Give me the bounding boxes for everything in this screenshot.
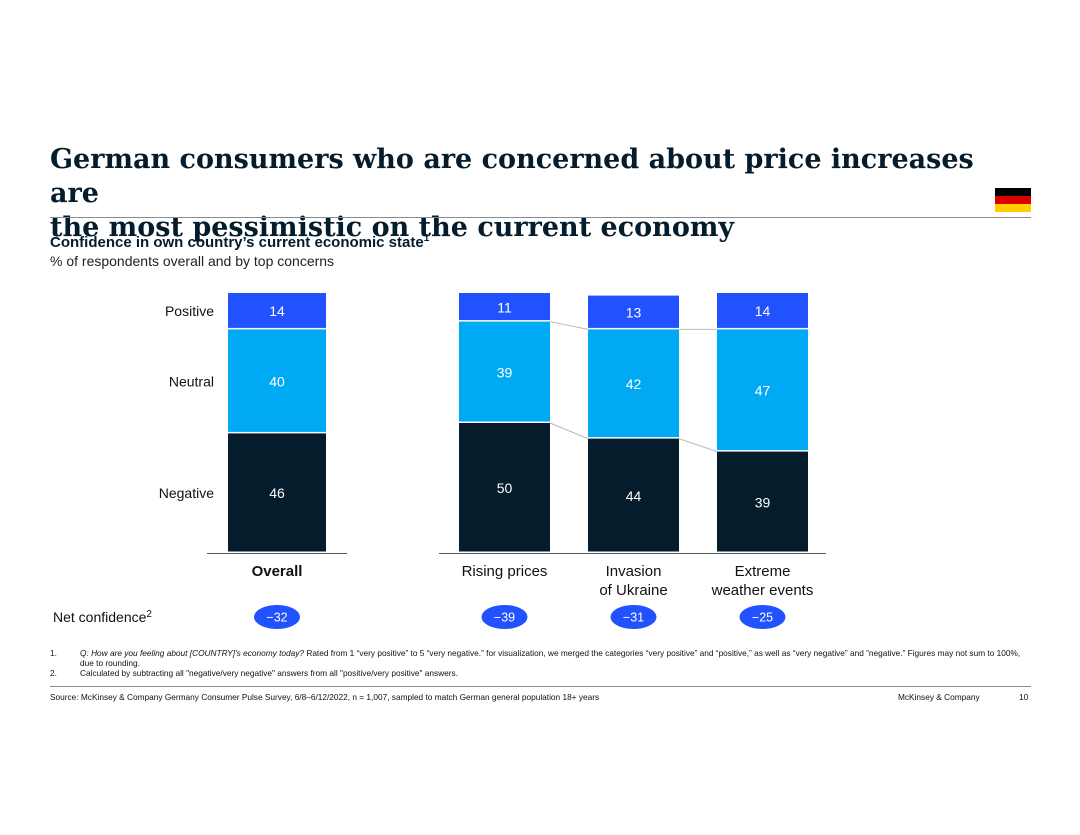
footnote-1: 1. Q: How are you feeling about [COUNTRY… — [50, 648, 1030, 668]
net-confidence-badge — [481, 605, 528, 629]
series-label: Positive — [165, 303, 214, 319]
category-label: Rising prices — [462, 563, 548, 580]
footnote-1-text: Rated from 1 “very positive” to 5 “very … — [80, 648, 1021, 668]
footer-divider — [50, 686, 1031, 687]
net-confidence-badge — [254, 605, 300, 629]
bar-negative — [717, 451, 808, 552]
stacked-bar-chart: 46 40 14 50 39 11 44 42 13 39 47 14 Negative Neutral P… — [53, 293, 826, 629]
bar-neutral — [228, 329, 326, 432]
source-note: Source: McKinsey & Company Germany Consu… — [50, 692, 600, 702]
footnote-2-num: 2. — [50, 668, 57, 678]
net-confidence-value: −31 — [623, 611, 644, 625]
footnote-2: 2. Calculated by subtracting all "negati… — [50, 668, 1030, 678]
data-label: 47 — [755, 383, 771, 399]
data-label: 13 — [626, 305, 642, 321]
net-confidence-badge — [739, 605, 786, 629]
footnotes: 1. Q: How are you feeling about [COUNTRY… — [50, 648, 1030, 678]
data-label: 46 — [269, 485, 285, 501]
footnote-1-body: Q: How are you feeling about [COUNTRY]'s… — [80, 648, 1030, 668]
data-label: 14 — [755, 303, 771, 319]
category-label: Overall — [252, 563, 303, 580]
bar-negative — [459, 423, 550, 552]
footnote-1-question: Q: How are you feeling about [COUNTRY]'s… — [80, 648, 305, 658]
chart-subnote: % of respondents overall and by top conc… — [50, 253, 335, 269]
footnote-ref-1: 1 — [423, 233, 430, 244]
data-label: 44 — [626, 488, 642, 504]
page-number: 10 — [1019, 692, 1029, 702]
title-divider — [50, 217, 1031, 218]
bar-negative — [588, 438, 679, 552]
data-label: 40 — [269, 373, 285, 389]
category-label: of Ukraine — [599, 582, 667, 599]
net-confidence-value: −25 — [752, 611, 773, 625]
data-label: 11 — [497, 299, 512, 315]
bar-neutral — [717, 329, 808, 451]
data-label: 42 — [626, 376, 642, 392]
series-label: Neutral — [169, 373, 214, 389]
bar-positive — [228, 293, 326, 328]
net-confidence-badge — [610, 605, 657, 629]
title-line-1: German consumers who are concerned about… — [50, 144, 974, 209]
net-confidence-value: −32 — [266, 611, 287, 625]
germany-flag-icon — [995, 188, 1031, 212]
category-label: Invasion — [606, 563, 662, 580]
footnote-ref-2: 2 — [146, 609, 152, 620]
data-label: 14 — [269, 303, 285, 319]
chart-subtitle-text: Confidence in own country’s current econ… — [50, 234, 424, 251]
bar-negative — [228, 433, 326, 552]
flag-stripe-black — [995, 188, 1031, 196]
bar-positive — [717, 293, 808, 328]
data-label: 39 — [755, 494, 771, 510]
category-label: weather events — [711, 582, 814, 599]
category-label: Extreme — [735, 563, 791, 580]
data-label: 50 — [497, 480, 513, 496]
footnote-1-num: 1. — [50, 648, 57, 658]
connector-line — [549, 321, 589, 330]
footnote-2-text: Calculated by subtracting all "negative/… — [80, 668, 458, 678]
net-confidence-label: Net confidence2 — [53, 609, 152, 625]
bar-positive — [459, 293, 550, 321]
connector-line — [549, 422, 589, 440]
flag-stripe-gold — [995, 204, 1031, 212]
chart-subtitle: Confidence in own country’s current econ… — [50, 233, 429, 251]
bar-neutral — [588, 329, 679, 438]
bar-neutral — [459, 321, 550, 422]
bar-positive — [588, 295, 679, 328]
connector-line — [678, 438, 718, 453]
flag-stripe-red — [995, 196, 1031, 204]
series-label: Negative — [159, 485, 214, 501]
net-confidence-value: −39 — [494, 611, 515, 625]
data-label: 39 — [497, 364, 513, 380]
brand-name: McKinsey & Company — [898, 692, 980, 702]
